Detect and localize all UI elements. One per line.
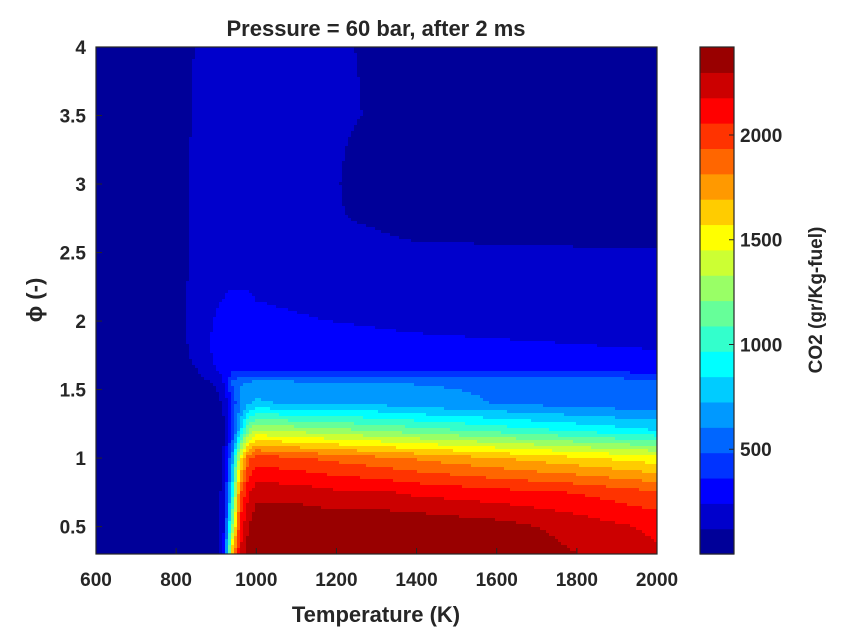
contour-field	[96, 47, 658, 555]
chart-title: Pressure = 60 bar, after 2 ms	[226, 16, 525, 41]
